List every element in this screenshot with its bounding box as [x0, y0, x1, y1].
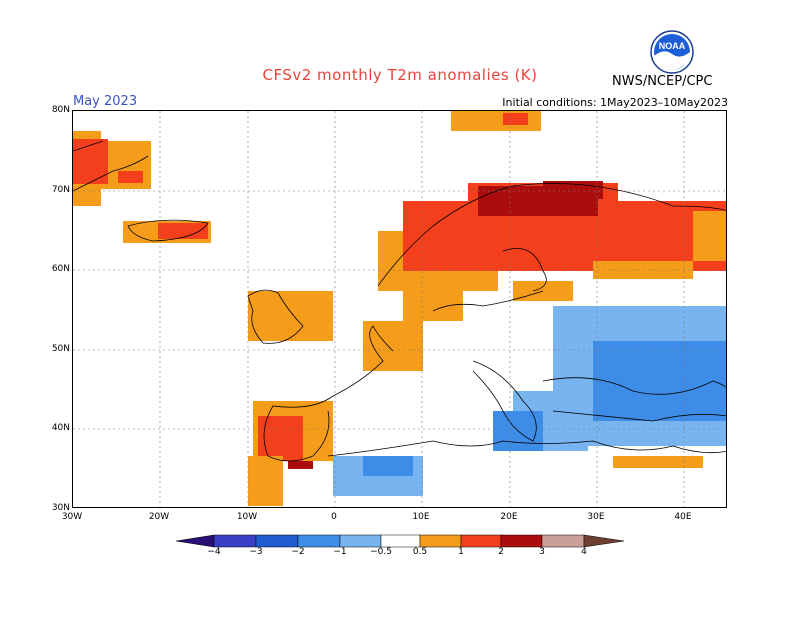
coastlines [73, 140, 726, 462]
lon-label: 0 [331, 512, 337, 522]
colorbar-label: −1 [333, 547, 347, 557]
colorbar-label: −4 [207, 547, 221, 557]
lat-label: 70N [51, 185, 70, 195]
lon-label: 20E [500, 512, 518, 522]
lat-label: 50N [51, 344, 70, 354]
colorbar-label: 3 [539, 547, 545, 557]
lat-label: 30N [51, 503, 70, 513]
colorbar-label: 1 [458, 547, 464, 557]
lat-label: 80N [51, 105, 70, 115]
forecast-month: May 2023 [73, 94, 138, 109]
agency-label: NWS/NCEP/CPC [612, 74, 713, 89]
lon-label: 10W [236, 512, 258, 522]
cool-anomaly-shading [333, 306, 726, 496]
lon-label: 20W [148, 512, 170, 522]
colorbar-label: −2 [291, 547, 305, 557]
graticule [73, 111, 726, 507]
lon-label: 30E [587, 512, 605, 522]
lat-label: 40N [51, 423, 70, 433]
lat-label: 60N [51, 264, 70, 274]
colorbar-label: 2 [498, 547, 504, 557]
lon-label: 10E [412, 512, 430, 522]
lon-label: 30W [61, 512, 83, 522]
colorbar [0, 530, 800, 554]
noaa-logo-icon: NOAA [650, 30, 694, 74]
colorbar-label: −3 [249, 547, 263, 557]
colorbar-label: −0.5 [370, 547, 392, 557]
initial-conditions: Initial conditions: 1May2023–10May2023 [502, 96, 728, 109]
colorbar-label: 0.5 [412, 547, 428, 557]
lon-label: 40E [674, 512, 692, 522]
warm-anomaly-shading [73, 111, 726, 506]
chart-title: CFSv2 monthly T2m anomalies (K) [262, 66, 538, 84]
logo-text: NOAA [659, 41, 686, 51]
colorbar-label: 4 [581, 547, 587, 557]
anomaly-map [72, 110, 727, 508]
